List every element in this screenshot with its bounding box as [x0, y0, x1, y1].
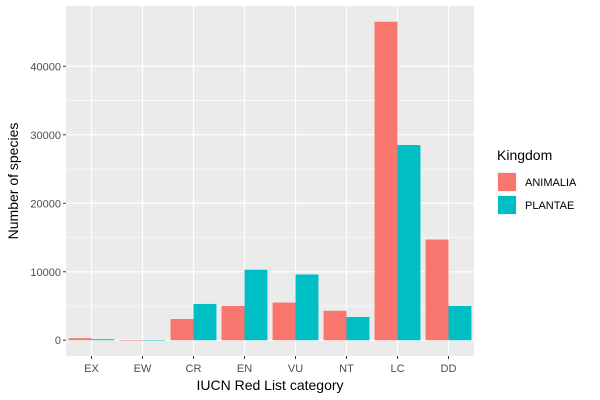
x-axis: EX EW CR EN VU NT LC DD	[84, 356, 456, 375]
bar-animalia-en	[221, 306, 245, 341]
bar-plantae-vu	[295, 274, 319, 341]
y-tick-label: 30000	[30, 130, 61, 142]
bar-animalia-ew	[119, 340, 143, 341]
x-tick-label: VU	[288, 363, 303, 375]
bar-plantae-ew	[142, 339, 166, 341]
bar-plantae-ex	[91, 339, 115, 341]
bar-animalia-dd	[425, 239, 449, 341]
legend: Kingdom ANIMALIA PLANTAE	[497, 147, 577, 215]
legend-swatch-animalia	[498, 173, 516, 191]
y-axis: 0 10000 20000 30000 40000	[30, 61, 66, 347]
bar-animalia-vu	[272, 302, 296, 341]
bar-plantae-en	[244, 269, 268, 341]
bar-animalia-ex	[68, 338, 92, 341]
bar-animalia-nt	[323, 310, 347, 341]
y-axis-title: Number of species	[5, 123, 21, 240]
bar-animalia-cr	[170, 319, 194, 341]
x-tick-label: NT	[339, 363, 354, 375]
x-tick-label: DD	[441, 363, 457, 375]
x-tick-label: EX	[84, 363, 99, 375]
legend-title: Kingdom	[497, 147, 552, 163]
bar-plantae-lc	[397, 145, 421, 341]
legend-label-plantae: PLANTAE	[525, 200, 574, 212]
x-tick-label: EW	[134, 363, 152, 375]
bar-plantae-cr	[193, 303, 217, 341]
bar-plantae-nt	[346, 316, 370, 341]
y-tick-label: 0	[55, 335, 61, 347]
x-tick-label: CR	[186, 363, 202, 375]
y-tick-label: 10000	[30, 267, 61, 279]
y-tick-label: 40000	[30, 61, 61, 73]
x-axis-title: IUCN Red List category	[196, 377, 343, 393]
legend-label-animalia: ANIMALIA	[525, 177, 577, 189]
legend-swatch-plantae	[498, 196, 516, 214]
grid-lines	[66, 6, 474, 356]
x-tick-label: EN	[237, 363, 252, 375]
y-tick-label: 20000	[30, 198, 61, 210]
bar-animalia-lc	[374, 21, 398, 341]
bars	[68, 21, 472, 341]
x-tick-label: LC	[390, 363, 404, 375]
bar-plantae-dd	[448, 306, 472, 341]
